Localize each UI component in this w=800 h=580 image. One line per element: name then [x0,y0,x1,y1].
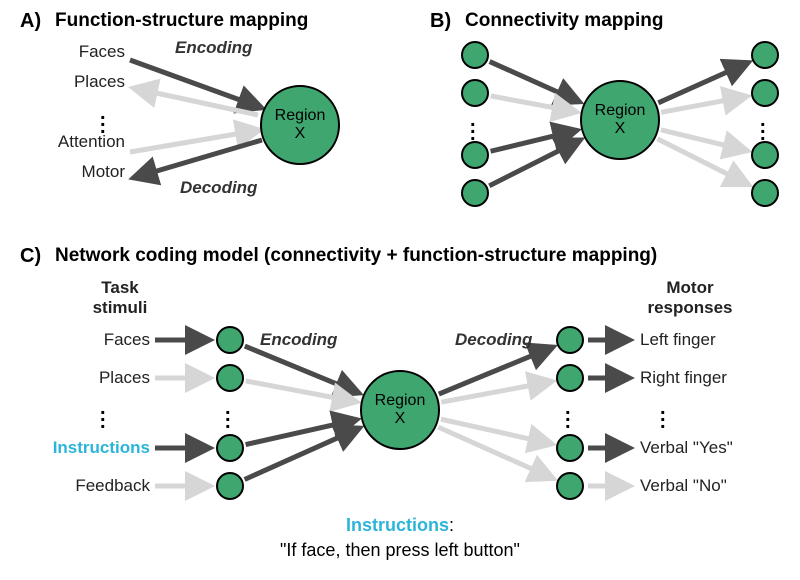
small-node [461,141,489,169]
panel-a-region-node: RegionX [260,85,340,165]
panel-a-decoding-label: Decoding [180,178,257,198]
small-node [751,179,779,207]
panel-c-dots-items-left: ... [100,405,106,426]
panel-c-left-item-3: Feedback [30,476,150,496]
panel-c-left-item-2: Instructions [30,438,150,458]
panel-c-encoding-label: Encoding [260,330,337,350]
small-node [556,326,584,354]
small-node [751,79,779,107]
panel-a-title: Function-structure mapping [55,10,308,32]
panel-a-encoding-label: Encoding [175,38,252,58]
small-node [751,141,779,169]
panel-c-right-item-1: Right finger [640,368,727,388]
panel-b-dots-right: ... [760,117,766,138]
panel-a-dots: ... [100,110,106,131]
panel-a-item-2: Attention [35,132,125,152]
small-node [461,179,489,207]
small-node [216,364,244,392]
panel-c-right-item-0: Left finger [640,330,716,350]
panel-c-dots-nodes-left: ... [225,405,231,426]
panel-c-instruction-line1: Instructions: [0,515,800,536]
small-node [751,41,779,69]
panel-a-item-3: Motor [35,162,125,182]
panel-c-dots-nodes-right: ... [565,405,571,426]
small-node [556,364,584,392]
panel-c-left-header: Taskstimuli [70,278,170,317]
small-node [461,41,489,69]
instruction-colon: : [449,515,454,535]
instruction-prefix: Instructions [346,515,449,535]
panel-b-dots-left: ... [470,117,476,138]
panel-c-title: Network coding model (connectivity + fun… [55,245,657,267]
small-node [216,434,244,462]
panel-c-left-item-1: Places [30,368,150,388]
panel-c-right-item-3: Verbal "No" [640,476,727,496]
panel-b-title: Connectivity mapping [465,10,663,32]
panel-c-region-node: RegionX [360,370,440,450]
panel-c-decoding-label: Decoding [455,330,532,350]
small-node [461,79,489,107]
panel-b-region-node: RegionX [580,80,660,160]
panel-c-label: C) [20,245,41,268]
panel-c-left-item-0: Faces [30,330,150,350]
panel-a-item-1: Places [35,72,125,92]
panel-c-dots-items-right: ... [660,405,666,426]
panel-c-instruction-line2: "If face, then press left button" [0,540,800,561]
small-node [556,472,584,500]
small-node [216,472,244,500]
panel-b-label: B) [430,10,451,33]
small-node [556,434,584,462]
panel-a-label: A) [20,10,41,33]
small-node [216,326,244,354]
panel-a-item-0: Faces [35,42,125,62]
panel-c-right-item-2: Verbal "Yes" [640,438,733,458]
panel-c-right-header: Motorresponses [625,278,755,317]
